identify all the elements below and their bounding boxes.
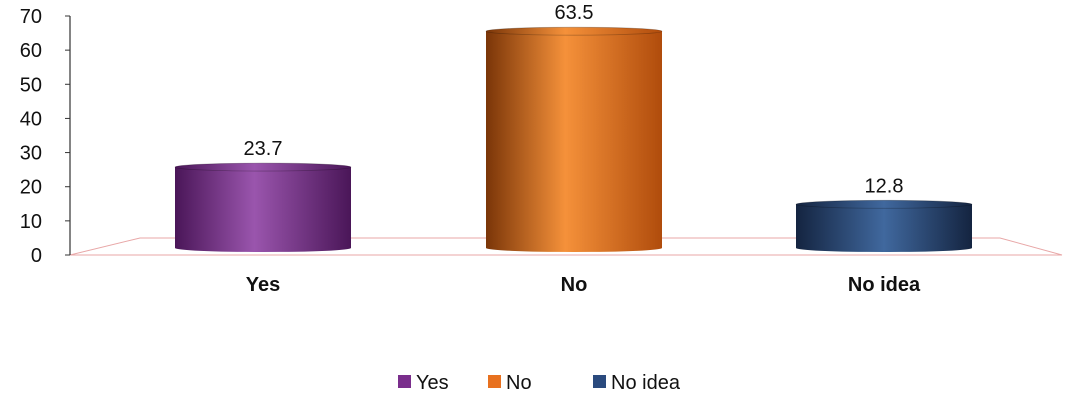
bar-top [485,26,663,36]
bar-no-idea [795,199,973,252]
legend-swatch [398,375,411,388]
y-tick-label: 10 [20,211,42,233]
bars-layer [174,26,973,253]
x-category-label: No idea [848,274,921,296]
y-tick-label: 30 [20,143,42,165]
bar-body [486,31,662,253]
legend-label: Yes [416,372,449,394]
data-label: 63.5 [555,2,594,24]
x-category-label: No [561,274,588,296]
chart-floor [69,237,1063,256]
legend: Yes No No idea [398,372,681,394]
y-tick-label: 50 [20,74,42,96]
bar-yes [174,162,352,252]
y-tick-label: 0 [31,245,42,267]
data-label: 23.7 [244,138,283,160]
y-tick-label: 40 [20,108,42,130]
legend-item: No idea [593,372,681,394]
x-category-label: Yes [246,274,280,296]
bar-body [175,167,351,252]
legend-item: No [488,372,532,394]
bar-body [796,204,972,252]
y-tick-label: 20 [20,177,42,199]
labels-layer: 23.7 Yes 63.5 No 12.8 No idea [244,2,921,296]
data-label: 12.8 [865,175,904,197]
y-tick-label: 60 [20,40,42,62]
legend-swatch [488,375,501,388]
legend-label: No idea [611,372,681,394]
bar-no [485,26,663,253]
legend-label: No [506,372,532,394]
bar-top [174,162,352,172]
axis-layer: 0 10 20 30 40 50 60 70 [20,6,1063,267]
y-tick-label: 70 [20,6,42,28]
bar-top [795,199,973,209]
legend-item: Yes [398,372,449,394]
legend-swatch [593,375,606,388]
